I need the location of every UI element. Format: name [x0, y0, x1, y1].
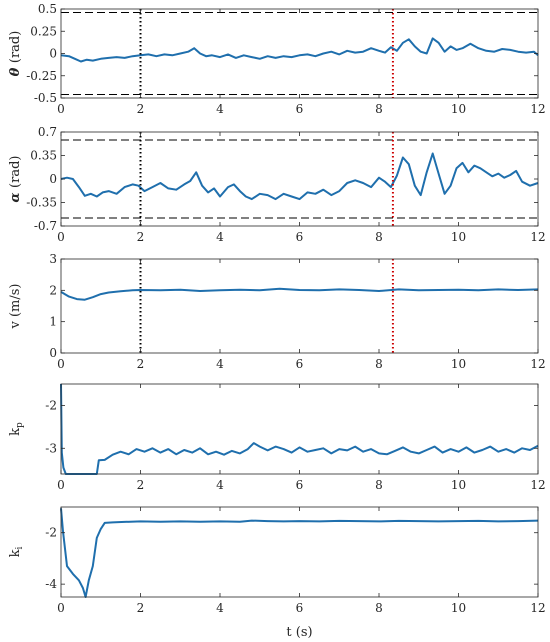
x-tick-label: 6 [296, 601, 304, 615]
axes-frame [60, 8, 539, 99]
x-tick-label: 6 [296, 357, 304, 371]
y-tick-label: 0.25 [30, 24, 57, 38]
y-tick-label: -3 [45, 441, 57, 455]
y-axis-label-subscript: p [15, 422, 25, 428]
x-tick-label: 12 [530, 478, 545, 492]
x-axis-label: t (s) [286, 625, 312, 640]
subplot-4: 0 2 4 6 8 10 12 -3 -2 kp [8, 383, 546, 492]
x-tick-label: 12 [530, 357, 545, 371]
x-tick-label: 4 [216, 230, 224, 244]
y-axis-label-unit: (rad) [8, 156, 23, 188]
y-tick-label: 0.35 [30, 149, 57, 163]
y-axis-label: v (m/s) [8, 284, 23, 330]
x-tick-label: 4 [216, 478, 224, 492]
x-tick-label: 10 [451, 357, 466, 371]
y-tick-label: 1 [49, 315, 57, 329]
axes-frame [60, 131, 539, 227]
y-axis-label-subscript: i [15, 547, 25, 550]
x-tick-label: 2 [137, 230, 145, 244]
y-tick-label: -4 [45, 577, 57, 591]
y-axis-label-main: k [8, 549, 23, 557]
x-tick-label: 2 [137, 478, 145, 492]
x-tick-label: 8 [375, 478, 383, 492]
y-axis-label: ki [8, 547, 25, 558]
series-line-1 [60, 152, 539, 201]
y-tick-label: -2 [45, 398, 57, 412]
x-tick-label: 12 [530, 601, 545, 615]
x-tick-label: 10 [451, 102, 466, 116]
series-line-1 [60, 287, 539, 301]
x-tick-label: 8 [375, 601, 383, 615]
y-axis-label-symbol: α [8, 188, 23, 203]
x-tick-label: 2 [137, 357, 145, 371]
x-tick-label: 4 [216, 357, 224, 371]
y-tick-label: 0 [49, 47, 57, 61]
x-tick-label: 0 [57, 230, 65, 244]
y-tick-label: 0 [49, 172, 57, 186]
y-tick-label: 0 [49, 346, 57, 360]
y-tick-label: -0.25 [26, 69, 57, 83]
subplot-1: 0 2 4 6 8 10 12 -0.5 -0.25 0 0.25 0.5 θ (rad) [8, 2, 546, 116]
y-axis-label-symbol: θ [8, 63, 23, 76]
x-tick-label: 0 [57, 601, 65, 615]
series-line-1 [60, 383, 539, 475]
x-tick-label: 6 [296, 478, 304, 492]
x-tick-label: 6 [296, 102, 304, 116]
y-axis-label: kp [8, 422, 25, 436]
x-tick-label: 0 [57, 357, 65, 371]
x-tick-label: 12 [530, 230, 545, 244]
x-tick-label: 6 [296, 230, 304, 244]
series-line-1 [60, 508, 539, 598]
x-tick-label: 4 [216, 601, 224, 615]
y-tick-label: -0.5 [34, 91, 57, 105]
x-tick-label: 0 [57, 478, 65, 492]
y-tick-label: -0.7 [34, 219, 57, 233]
x-tick-label: 8 [375, 230, 383, 244]
subplot-2: 0 2 4 6 8 10 12 -0.7 -0.35 0 0.35 0.7 α (rad) [8, 125, 546, 244]
y-tick-label: -2 [45, 526, 57, 540]
x-tick-label: 2 [137, 601, 145, 615]
y-tick-label: -0.35 [26, 196, 57, 210]
x-tick-label: 4 [216, 102, 224, 116]
y-tick-label: 0.5 [38, 2, 57, 16]
axes-frame [60, 383, 539, 475]
x-tick-label: 12 [530, 102, 545, 116]
x-tick-label: 0 [57, 102, 65, 116]
y-tick-label: 0.7 [38, 125, 57, 139]
y-axis-label: α (rad) [8, 156, 23, 203]
y-tick-label: 2 [49, 283, 57, 297]
series-line-1 [60, 37, 539, 63]
x-tick-label: 10 [451, 230, 466, 244]
x-tick-label: 10 [451, 601, 466, 615]
axes-frame [60, 258, 539, 354]
y-axis-label: θ (rad) [8, 31, 23, 77]
y-axis-label-unit: (rad) [8, 31, 23, 63]
x-tick-label: 2 [137, 102, 145, 116]
x-tick-label: 8 [375, 357, 383, 371]
subplot-5: 0 2 4 6 8 10 12 -4 -2 ki t (s) [8, 506, 546, 640]
x-tick-label: 8 [375, 102, 383, 116]
y-tick-label: 3 [49, 252, 57, 266]
y-axis-label-main: k [8, 428, 23, 436]
x-tick-label: 10 [451, 478, 466, 492]
